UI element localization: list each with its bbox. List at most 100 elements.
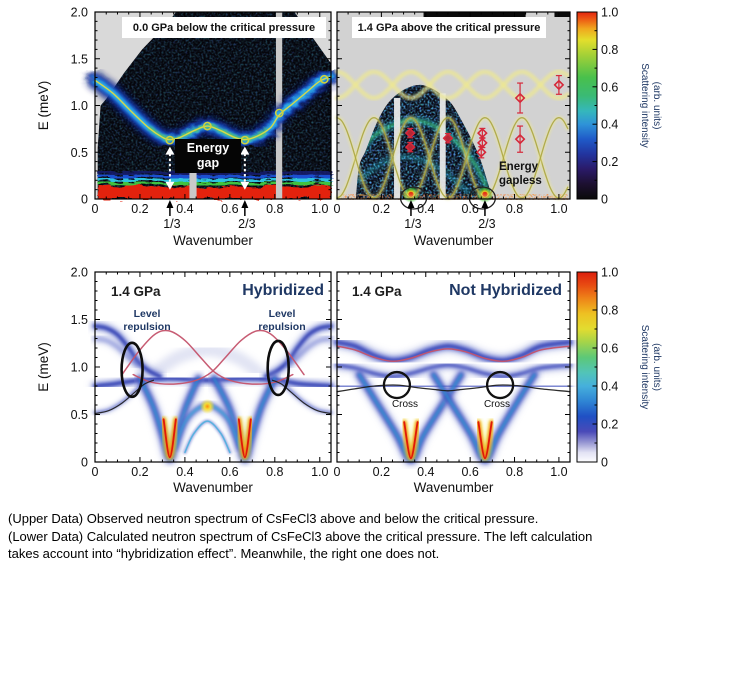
data-point-diamond [404, 141, 416, 153]
svg-text:1.0: 1.0 [601, 266, 618, 280]
energy-gapless-line1: Energy [499, 161, 538, 173]
svg-text:0: 0 [601, 193, 608, 207]
fit-marker [240, 135, 250, 145]
side-band [93, 382, 144, 414]
svg-text:1.0: 1.0 [550, 465, 567, 479]
svg-text:1.5: 1.5 [71, 313, 88, 327]
svg-text:0.4: 0.4 [417, 465, 434, 479]
level-repulsion-l1: Level [133, 308, 161, 320]
svg-text:0.2: 0.2 [131, 202, 148, 216]
bare-mode-curve [132, 329, 305, 385]
data-point-diamond [477, 127, 488, 139]
hot-core [477, 421, 493, 460]
svg-text:Scattering intensity: Scattering intensity [639, 325, 650, 410]
svg-text:0: 0 [601, 456, 608, 470]
data-point-diamond [475, 146, 487, 158]
svg-text:Wavenumber: Wavenumber [414, 233, 494, 248]
energy-gap-line1: Energy [186, 141, 230, 155]
cross-circle [382, 370, 412, 400]
svg-text:0.8: 0.8 [601, 43, 618, 57]
caption-line-2: (Lower Data) Calculated neutron spectrum… [8, 528, 593, 544]
axis-frame: 0 0.2 0.4 0.6 0.8 1.0 Wavenumber [334, 271, 571, 495]
magnon-curve-pale [334, 69, 571, 101]
cross-label-right: Cross [483, 399, 511, 410]
svg-text:2.0: 2.0 [71, 6, 88, 20]
fit-marker [319, 74, 329, 84]
colorbar-observed: 0 0.2 0.4 0.6 0.8 1.0 Scattering intensity (arb… [576, 6, 662, 207]
svg-text:1/3: 1/3 [404, 217, 421, 231]
svg-text:1.0: 1.0 [550, 202, 567, 216]
gapless-circle [468, 186, 496, 210]
horizontal-band [335, 363, 572, 378]
data-point-diamond [514, 133, 526, 145]
caption-line-3: takes account into “hybridization effect… [8, 546, 440, 561]
fit-marker [202, 121, 212, 131]
axis-frame: 0 0.2 0.4 0.6 0.8 1.0 1/3 2/3 Wavenumber [334, 11, 571, 248]
bare-mode-curve [336, 345, 571, 363]
svg-text:0: 0 [92, 202, 99, 216]
svg-text:0.6: 0.6 [221, 202, 238, 216]
data-point-diamond [442, 132, 454, 144]
colorbar-gradient [576, 11, 598, 200]
svg-text:0: 0 [92, 465, 99, 479]
svg-text:1.5: 1.5 [71, 52, 88, 66]
svg-text:0.4: 0.4 [601, 380, 618, 394]
svg-text:0.5: 0.5 [71, 146, 88, 160]
data-point-diamond [553, 79, 565, 91]
fit-marker [274, 108, 284, 118]
svg-text:2/3: 2/3 [478, 217, 495, 231]
magnon-curve [336, 117, 569, 199]
svg-text:0.6: 0.6 [461, 465, 478, 479]
svg-text:1.0: 1.0 [601, 6, 618, 20]
elastic-line [96, 177, 333, 183]
svg-text:0.2: 0.2 [131, 465, 148, 479]
svg-text:0.2: 0.2 [373, 202, 390, 216]
data-point-diamond [514, 92, 526, 104]
energy-gapless-label: Energy gapless [499, 161, 542, 188]
svg-text:(arb. units): (arb. units) [651, 82, 662, 130]
panel-observed-0gpa: 0 0.2 0.4 0.6 0.8 1.0 0 0.5 1.0 1.5 2.0 E (meV) 1/3 2… [36, 6, 340, 248]
cross-circle [485, 370, 515, 400]
energy-gapless-line2: gapless [499, 174, 542, 187]
svg-text:1.0: 1.0 [71, 99, 88, 113]
horizontal-band [335, 340, 572, 362]
svg-text:0.2: 0.2 [601, 155, 618, 169]
svg-text:0.4: 0.4 [417, 202, 434, 216]
panel3-mode-label: Hybridized [242, 282, 324, 299]
svg-text:0.6: 0.6 [601, 342, 618, 356]
panel4-pressure-label: 1.4 GPa [352, 284, 402, 299]
gapless-circle [399, 186, 428, 210]
level-repulsion-label-left: Level repulsion [108, 308, 186, 333]
speckle-arc [357, 118, 487, 187]
fit-curve [94, 75, 332, 141]
svg-text:1.0: 1.0 [311, 202, 328, 216]
apex-hotspot [199, 398, 215, 414]
level-repulsion-r1: Level [268, 308, 296, 320]
svg-text:2.0: 2.0 [71, 266, 88, 280]
energy-gap-arrow [165, 146, 175, 155]
energy-gap-label: Energy gap [175, 139, 241, 173]
bare-mode-curve-black [336, 384, 571, 393]
bare-mode-curve-black [94, 379, 154, 415]
svg-text:0.6: 0.6 [601, 80, 618, 94]
magnon-curve-pale [334, 69, 571, 101]
elastic-line [95, 169, 333, 177]
data-point-diamond [404, 127, 416, 139]
axis-frame: 0 0.2 0.4 0.6 0.8 1.0 0 0.5 1.0 1.5 2.0 E (meV) 1/3 2… [36, 6, 332, 248]
figure-caption: (Upper Data) Observed neutron spectrum o… [8, 510, 738, 563]
cross-label-left: Cross [391, 399, 419, 410]
level-repulsion-ellipse [266, 339, 290, 397]
panel-calc-not-hybridized: 0 0.2 0.4 0.6 0.8 1.0 Wavenumber [330, 271, 577, 495]
svg-text:(arb. units): (arb. units) [651, 343, 662, 391]
svg-text:0.8: 0.8 [506, 202, 523, 216]
svg-text:0.6: 0.6 [461, 202, 478, 216]
level-repulsion-ellipse [120, 341, 144, 399]
energy-gap-arrow [240, 146, 250, 155]
svg-text:Scattering intensity: Scattering intensity [639, 63, 650, 148]
panel2-title: 1.4 GPa above the critical pressure [352, 17, 546, 38]
axis-frame: 0 0.2 0.4 0.6 0.8 1.0 0 0.5 1.0 1.5 2.0 E (meV) Wave… [36, 266, 332, 495]
svg-text:Wavenumber: Wavenumber [173, 480, 253, 495]
level-repulsion-r2: repulsion [258, 320, 306, 333]
